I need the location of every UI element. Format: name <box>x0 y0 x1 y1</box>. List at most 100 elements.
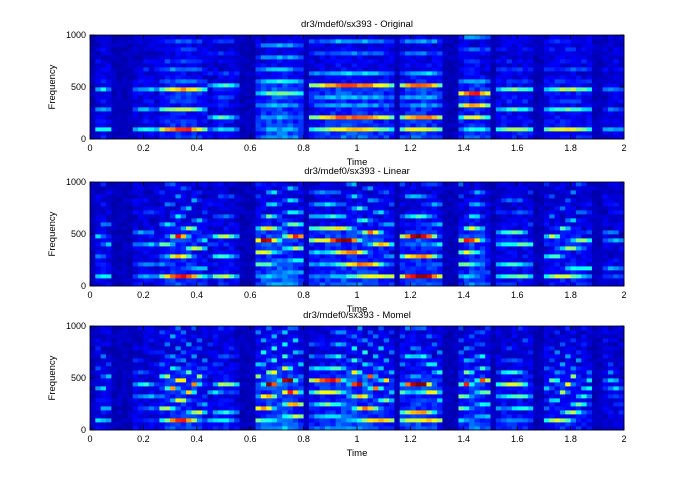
heatmap-cell <box>261 202 267 206</box>
heatmap-cell <box>133 194 139 198</box>
heatmap-cell <box>341 47 347 51</box>
heatmap-cell <box>400 246 406 250</box>
heatmap-cell <box>175 47 181 51</box>
heatmap-cell <box>165 111 171 115</box>
heatmap-cell <box>213 278 219 282</box>
heatmap-cell <box>362 91 368 95</box>
heatmap-cell <box>170 246 176 250</box>
heatmap-cell <box>357 87 363 91</box>
heatmap-cell <box>603 35 609 39</box>
heatmap-cell <box>127 67 133 71</box>
heatmap-cell <box>320 91 326 95</box>
heatmap-cell <box>288 83 294 87</box>
heatmap-cell <box>256 127 262 131</box>
heatmap-cell <box>106 95 112 99</box>
heatmap-cell <box>170 103 176 107</box>
heatmap-cell <box>154 95 160 99</box>
heatmap-cells <box>90 182 624 286</box>
heatmap-cell <box>106 83 112 87</box>
heatmap-cell <box>576 91 582 95</box>
heatmap-cell <box>619 131 625 135</box>
heatmap-cell <box>175 254 181 258</box>
heatmap-cell <box>571 103 577 107</box>
heatmap-cell <box>245 266 251 270</box>
heatmap-cell <box>154 226 160 230</box>
heatmap-cell <box>416 202 422 206</box>
heatmap-cell <box>181 222 187 226</box>
heatmap-cell <box>133 274 139 278</box>
heatmap-cell <box>341 119 347 123</box>
heatmap-cell <box>410 242 416 246</box>
heatmap-cell <box>245 67 251 71</box>
heatmap-cell <box>576 119 582 123</box>
heatmap-cell <box>469 278 475 282</box>
heatmap-cell <box>565 194 571 198</box>
heatmap-cell <box>507 214 513 218</box>
heatmap-cell <box>571 83 577 87</box>
heatmap-cell <box>565 71 571 75</box>
heatmap-cell <box>464 67 470 71</box>
heatmap-cell <box>410 55 416 59</box>
heatmap-cell <box>496 35 502 39</box>
heatmap-cell <box>437 238 443 242</box>
heatmap-cell <box>394 75 400 79</box>
heatmap-cell <box>549 182 555 186</box>
heatmap-cell <box>597 119 603 123</box>
heatmap-cell <box>448 182 454 186</box>
heatmap-cell <box>101 194 107 198</box>
heatmap-cell <box>619 95 625 99</box>
heatmap-cell <box>175 79 181 83</box>
heatmap-cell <box>539 234 545 238</box>
heatmap-cell <box>426 111 432 115</box>
heatmap-cell <box>122 75 128 79</box>
heatmap-cell <box>485 270 491 274</box>
heatmap-cell <box>368 91 374 95</box>
heatmap-cell <box>571 274 577 278</box>
heatmap-cell <box>159 222 165 226</box>
heatmap-cell <box>480 115 486 119</box>
heatmap-cell <box>410 131 416 135</box>
heatmap-cell <box>181 258 187 262</box>
heatmap-cell <box>111 202 117 206</box>
heatmap-cell <box>165 210 171 214</box>
heatmap-cell <box>165 234 171 238</box>
heatmap-cell <box>539 242 545 246</box>
heatmap-cell <box>159 51 165 55</box>
heatmap-cell <box>127 182 133 186</box>
heatmap-cell <box>330 242 336 246</box>
heatmap-cell <box>234 123 240 127</box>
heatmap-cell <box>154 202 160 206</box>
heatmap-cell <box>587 75 593 79</box>
heatmap-cell <box>266 91 272 95</box>
heatmap-cell <box>245 131 251 135</box>
heatmap-cell <box>458 266 464 270</box>
heatmap-cell <box>549 39 555 43</box>
heatmap-cell <box>133 198 139 202</box>
heatmap-cell <box>496 198 502 202</box>
heatmap-cell <box>106 127 112 131</box>
heatmap-cell <box>277 186 283 190</box>
heatmap-cell <box>341 230 347 234</box>
heatmap-cell <box>234 250 240 254</box>
heatmap-cell <box>501 79 507 83</box>
heatmap-cell <box>304 226 310 230</box>
heatmap-cell <box>378 59 384 63</box>
heatmap-cell <box>207 123 213 127</box>
heatmap-cell <box>544 107 550 111</box>
heatmap-cell <box>304 182 310 186</box>
heatmap-cell <box>330 107 336 111</box>
heatmap-cell <box>170 123 176 127</box>
heatmap-cell <box>528 222 534 226</box>
heatmap-cell <box>528 198 534 202</box>
heatmap-cell <box>122 127 128 131</box>
heatmap-cell <box>555 87 561 91</box>
heatmap-cell <box>458 238 464 242</box>
heatmap-cell <box>207 67 213 71</box>
heatmap-cell <box>272 190 278 194</box>
heatmap-cell <box>378 119 384 123</box>
heatmap-cell <box>496 278 502 282</box>
heatmap-cell <box>405 123 411 127</box>
heatmap-cell <box>442 230 448 234</box>
heatmap-cell <box>544 218 550 222</box>
heatmap-cell <box>175 270 181 274</box>
